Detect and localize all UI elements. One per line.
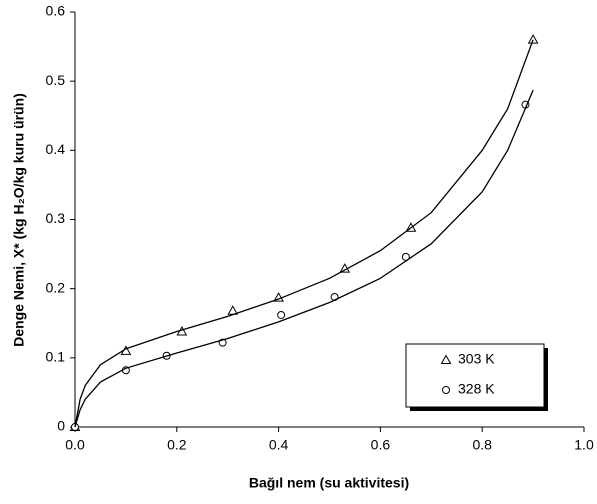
legend — [405, 343, 545, 408]
y-tick-label: 0.2 — [46, 279, 66, 295]
y-tick-label: 0.3 — [46, 210, 66, 226]
legend-marker — [440, 354, 452, 364]
triangle-marker — [527, 34, 539, 44]
legend-label: 303 K — [458, 351, 495, 367]
x-axis-label: Bağıl nem (su aktivitesi) — [249, 475, 409, 491]
y-tick-label: 0.1 — [46, 349, 66, 365]
fit-curve — [74, 39, 534, 428]
x-tick-label: 0.8 — [472, 437, 492, 453]
x-tick-label: 1.0 — [574, 437, 594, 453]
x-tick-label: 0.4 — [269, 437, 289, 453]
fit-curve — [74, 89, 534, 428]
legend-label: 328 K — [458, 381, 495, 397]
y-tick-label: 0.5 — [46, 72, 66, 88]
x-tick-label: 0.0 — [65, 437, 85, 453]
y-tick-label: 0 — [57, 418, 65, 434]
y-tick-label: 0.6 — [46, 3, 66, 19]
y-tick-label: 0.4 — [46, 141, 66, 157]
x-tick-label: 0.6 — [371, 437, 391, 453]
y-axis-label: Denge Nemi, X* (kg H₂O/kg kuru ürün) — [11, 93, 27, 347]
legend-marker — [442, 386, 450, 394]
x-tick-label: 0.2 — [167, 437, 187, 453]
circle-marker — [277, 310, 286, 319]
